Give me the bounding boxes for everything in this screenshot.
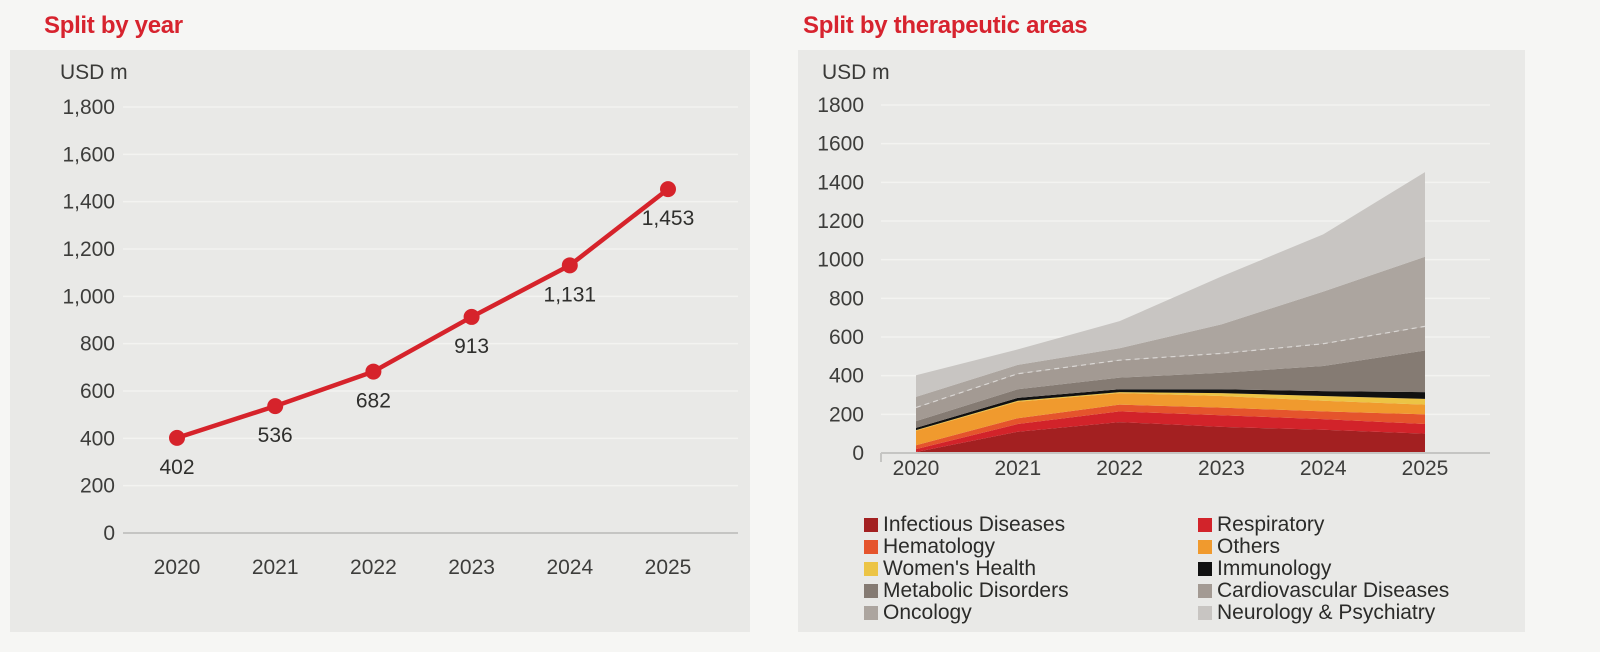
area-band — [916, 326, 1425, 422]
legend-item: Hematology — [864, 535, 1198, 558]
unit-label: USD m — [822, 61, 890, 84]
legend-label: Hematology — [883, 535, 996, 558]
legend-item: Infectious Diseases — [864, 513, 1198, 536]
x-tick-label: 2021 — [252, 556, 299, 579]
y-tick-label: 0 — [852, 442, 864, 465]
area-band — [916, 389, 1425, 431]
legend-swatch — [1198, 606, 1212, 620]
x-tick-label: 2022 — [350, 556, 397, 579]
legend-swatch — [864, 518, 878, 532]
legend-label: Metabolic Disorders — [883, 579, 1069, 602]
area-band — [916, 422, 1425, 453]
therapeutic-legend: Infectious Diseases Respiratory Hematology… — [864, 513, 1514, 624]
y-tick-label: 1200 — [817, 210, 864, 233]
area-band — [916, 404, 1425, 450]
y-tick-label: 0 — [103, 522, 115, 545]
year-line-chart: 0 200 400 600 800 1,000 1,200 1,400 1,600 1,800 US… — [60, 61, 738, 579]
data-point — [365, 363, 382, 380]
legend-item: Metabolic Disorders — [864, 579, 1198, 602]
data-point-label: 536 — [258, 424, 293, 447]
data-point-label: 402 — [159, 456, 194, 479]
therapeutic-chart-title: Split by therapeutic areas — [803, 12, 1088, 39]
x-tick-label: 2023 — [448, 556, 495, 579]
y-tick-label: 600 — [829, 326, 864, 349]
x-tick-label: 2020 — [154, 556, 201, 579]
legend-swatch — [864, 584, 878, 598]
legend-item: Neurology & Psychiatry — [1198, 601, 1514, 624]
year-chart-title: Split by year — [44, 12, 183, 39]
data-point-label: 913 — [454, 335, 489, 358]
data-point — [660, 181, 676, 198]
x-tick-label: 2024 — [1300, 457, 1347, 480]
area-band — [916, 350, 1425, 428]
legend-label: Infectious Diseases — [883, 513, 1066, 536]
y-tick-label: 600 — [80, 380, 115, 403]
y-tick-label: 1,200 — [62, 238, 115, 261]
y-tick-label: 1000 — [817, 249, 864, 272]
legend-label: Cardiovascular Diseases — [1217, 579, 1450, 602]
y-tick-label: 400 — [829, 365, 864, 388]
legend-label: Women's Health — [883, 557, 1037, 580]
legend-item: Women's Health — [864, 557, 1198, 580]
y-tick-label: 200 — [80, 475, 115, 498]
data-point-label: 682 — [356, 390, 391, 413]
data-point-label: 1,453 — [642, 207, 695, 230]
area-band — [916, 256, 1425, 408]
unit-label: USD m — [60, 61, 128, 84]
area-band — [916, 172, 1425, 397]
data-point — [267, 398, 284, 415]
y-tick-label: 1400 — [817, 171, 864, 194]
legend-item: Cardiovascular Diseases — [1198, 579, 1514, 602]
x-tick-label: 2021 — [994, 457, 1041, 480]
legend-swatch — [1198, 518, 1212, 532]
y-tick-label: 800 — [80, 333, 115, 356]
area-band — [916, 393, 1425, 446]
year-chart-panel: 0 200 400 600 800 1,000 1,200 1,400 1,600 1,800 US… — [10, 50, 750, 632]
trend-line — [174, 186, 671, 441]
x-tick-label: 2024 — [546, 556, 593, 579]
therapeutic-area-chart: 0 200 400 600 800 1000 1200 1400 1600 1800 USD m 20… — [817, 61, 1490, 480]
x-tick-label: 2022 — [1096, 457, 1143, 480]
y-tick-label: 1,600 — [62, 143, 115, 166]
y-tick-label: 1,000 — [62, 285, 115, 308]
y-tick-label: 200 — [829, 403, 864, 426]
x-tick-label: 2025 — [1402, 457, 1449, 480]
data-point — [561, 257, 578, 274]
y-tick-label: 1,800 — [62, 96, 115, 119]
area-band — [916, 411, 1425, 453]
x-tick-label: 2025 — [645, 556, 692, 579]
legend-swatch — [864, 606, 878, 620]
legend-label: Immunology — [1217, 557, 1332, 580]
legend-label: Respiratory — [1217, 513, 1325, 536]
legend-label: Neurology & Psychiatry — [1217, 601, 1436, 624]
legend-item: Oncology — [864, 601, 1198, 624]
y-tick-label: 800 — [829, 287, 864, 310]
therapeutic-chart-panel: 0 200 400 600 800 1000 1200 1400 1600 1800 USD m 20… — [798, 50, 1525, 632]
legend-label: Others — [1217, 535, 1281, 558]
legend-swatch — [1198, 562, 1212, 576]
legend-item: Respiratory — [1198, 513, 1514, 536]
data-point — [463, 308, 480, 325]
x-tick-label: 2020 — [893, 457, 940, 480]
y-tick-label: 1800 — [817, 94, 864, 117]
y-tick-label: 1,400 — [62, 191, 115, 214]
x-tick-label: 2023 — [1198, 457, 1245, 480]
legend-label: Oncology — [883, 601, 972, 624]
y-tick-label: 400 — [80, 427, 115, 450]
legend-swatch — [864, 562, 878, 576]
legend-swatch — [1198, 584, 1212, 598]
data-point-label: 1,131 — [544, 283, 597, 306]
legend-swatch — [864, 540, 878, 554]
legend-item: Others — [1198, 535, 1514, 558]
legend-item: Immunology — [1198, 557, 1514, 580]
data-point — [169, 429, 185, 446]
legend-swatch — [1198, 540, 1212, 554]
y-tick-label: 1600 — [817, 133, 864, 156]
